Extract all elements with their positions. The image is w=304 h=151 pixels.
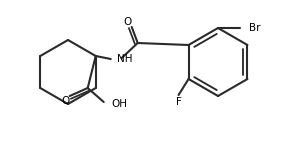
Text: F: F — [176, 97, 181, 107]
Text: OH: OH — [112, 99, 128, 109]
Text: O: O — [124, 17, 132, 27]
Text: Br: Br — [249, 23, 261, 33]
Text: NH: NH — [117, 54, 132, 64]
Text: O: O — [62, 96, 70, 106]
